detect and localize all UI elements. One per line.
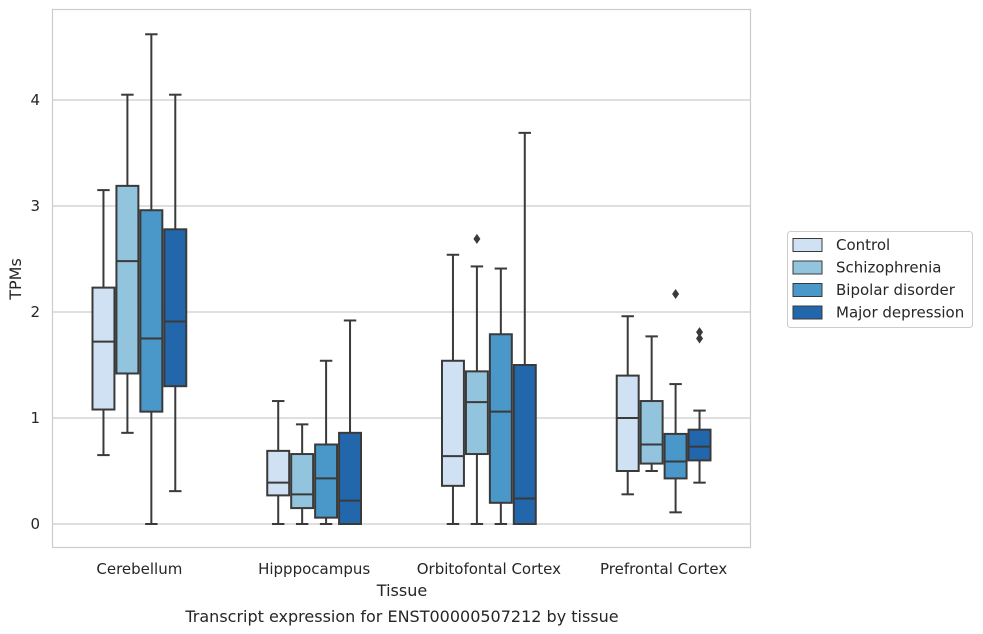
box-body <box>488 333 513 504</box>
outlier-point <box>696 333 704 344</box>
x-tick-label: Hipppocampus <box>258 560 370 578</box>
box <box>266 400 291 525</box>
legend-frame <box>787 231 973 328</box>
legend-label: Schizophrenia <box>836 259 941 277</box>
legend-label: Major depression <box>836 304 964 322</box>
y-tick-label: 1 <box>30 409 40 427</box>
legend-swatch <box>792 283 823 297</box>
box-body <box>139 209 164 413</box>
box-body <box>663 432 688 480</box>
box <box>512 131 537 525</box>
box <box>464 233 489 525</box>
y-tick-label: 3 <box>30 197 40 215</box>
box <box>91 189 116 457</box>
legend-swatch <box>792 260 823 275</box>
boxes <box>91 33 712 525</box>
legend-label: Bipolar disorder <box>836 281 956 299</box>
box <box>687 327 712 484</box>
y-tick-label: 4 <box>30 91 40 109</box>
box <box>115 93 140 434</box>
legend-label: Control <box>836 236 890 254</box>
box-body <box>512 364 537 525</box>
legend-swatch <box>792 238 823 252</box>
box <box>163 93 188 493</box>
x-tick-label: Cerebellum <box>96 560 182 578</box>
box <box>488 267 513 525</box>
box-body <box>338 431 363 525</box>
legend: Control Schizophrenia Bipolar disorder Majo… <box>787 231 973 328</box>
outlier-point <box>672 288 680 299</box>
y-tick-label: 0 <box>30 515 40 533</box>
legend-swatch <box>792 305 823 320</box>
box-body <box>115 184 140 375</box>
x-axis-label: Tissue <box>376 581 427 600</box>
box-body <box>91 286 116 411</box>
box-body <box>687 428 712 462</box>
box-body <box>440 359 465 487</box>
box-body <box>290 453 315 510</box>
box <box>139 33 164 525</box>
box <box>639 335 664 472</box>
box <box>615 315 640 496</box>
chart-caption: Transcript expression for ENST0000050721… <box>184 607 618 626</box>
y-tick-labels: 0 1 2 3 4 <box>30 91 40 533</box>
plot-area-frame <box>51 8 752 549</box>
x-tick-labels: Cerebellum Hipppocampus Orbitofontal Corte… <box>96 560 727 578</box>
box <box>440 253 465 525</box>
box <box>314 359 339 525</box>
legend-entries: Control Schizophrenia Bipolar disorder Majo… <box>792 236 964 322</box>
box-body <box>266 449 291 497</box>
outlier-point <box>473 233 481 244</box>
box-body <box>464 370 489 456</box>
box-body <box>314 443 339 519</box>
box <box>290 423 315 525</box>
box-body <box>163 228 188 388</box>
box-body <box>615 374 640 473</box>
y-axis-label: TPMs <box>6 258 25 301</box>
box <box>338 319 363 525</box>
x-tick-label: Orbitofontal Cortex <box>417 560 561 578</box>
y-tick-label: 2 <box>30 303 40 321</box>
x-tick-label: Prefrontal Cortex <box>600 560 727 578</box>
box-body <box>639 400 664 465</box>
box <box>663 288 688 514</box>
outlier-point <box>696 327 704 338</box>
